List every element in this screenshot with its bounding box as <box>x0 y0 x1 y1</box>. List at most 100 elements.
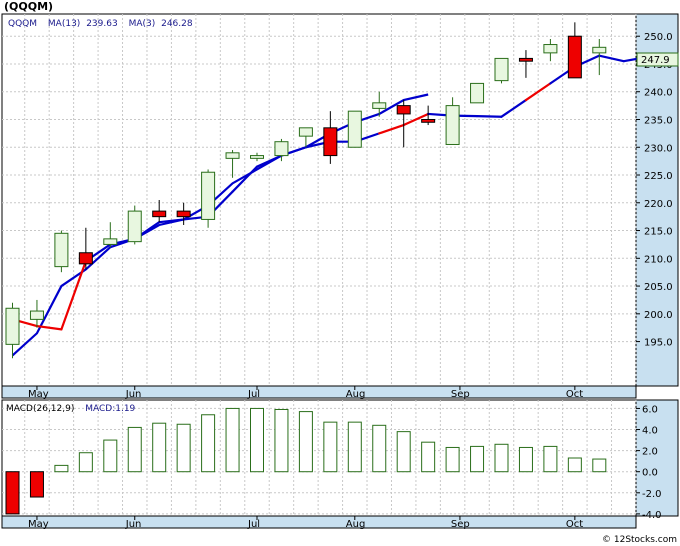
last-price-box <box>636 52 679 67</box>
price-month-band <box>1 385 637 399</box>
price-month-label: May <box>28 389 49 400</box>
macd-bar <box>347 421 362 473</box>
macd-legend: MACD(26,12,9) MACD:1.19 <box>6 404 136 414</box>
price-grid <box>2 14 637 386</box>
price-panel-frame <box>1 13 637 387</box>
macd-tick-label: 4.0 <box>642 426 658 437</box>
macd-bar <box>592 458 607 473</box>
price-tick-label: 240.0 <box>644 88 673 99</box>
macd-bar <box>543 445 558 473</box>
candle-body <box>421 118 436 123</box>
candle-body <box>445 105 460 145</box>
macd-bar <box>298 411 313 473</box>
candle-body <box>78 252 93 265</box>
macd-tick-label: 2.0 <box>642 447 658 458</box>
price-month-label: Jul <box>247 389 260 400</box>
price-tick-label: 210.0 <box>644 254 673 265</box>
macd-bar <box>29 471 44 498</box>
macd-tick-label: -2.0 <box>642 489 662 500</box>
macd-bar <box>396 431 411 473</box>
legend-ma13-label: MA(13) <box>48 19 80 29</box>
price-tick-label: 220.0 <box>644 199 673 210</box>
ma3-line-segment <box>524 82 552 102</box>
ma3-line-segment <box>598 54 625 63</box>
macd-bar <box>176 423 191 473</box>
price-month-label: Aug <box>346 389 366 400</box>
candle-body <box>543 44 558 54</box>
price-month-label: Oct <box>566 389 583 400</box>
legend-ma3-value: 246.28 <box>161 19 193 29</box>
price-tick-label: 200.0 <box>644 310 673 321</box>
macd-bar <box>274 408 289 473</box>
macd-month-label: Aug <box>346 519 366 530</box>
macd-bar <box>225 407 240 473</box>
candle-body <box>5 307 20 345</box>
price-tick-label: 205.0 <box>644 282 673 293</box>
ma3-line-segment <box>255 154 283 168</box>
candle-body <box>298 127 313 137</box>
price-tick-label: 195.0 <box>644 338 673 349</box>
candle-body <box>567 35 582 79</box>
candle-body <box>274 141 289 157</box>
price-tick-label: 235.0 <box>644 115 673 126</box>
macd-month-label: May <box>28 519 49 530</box>
candle-body <box>152 210 167 218</box>
price-tick-label: 215.0 <box>644 227 673 238</box>
price-legend: QQQM MA(13) 239.63 MA(3) 246.28 <box>8 19 193 29</box>
axis-labels: 250.0245.0240.0235.0230.0225.0220.0215.0… <box>28 32 673 530</box>
macd-bar <box>201 414 216 473</box>
candle-body <box>372 102 387 109</box>
macd-month-band <box>1 515 637 529</box>
price-tick-label: 250.0 <box>644 32 673 43</box>
last-price-label: 247.9 <box>641 55 670 66</box>
candle-body <box>470 82 485 104</box>
macd-bar <box>372 424 387 473</box>
ma3-line-segment <box>158 218 185 224</box>
candle-body <box>518 57 533 62</box>
macd-bar <box>445 446 460 473</box>
candle-body <box>592 46 607 54</box>
macd-month-label: Oct <box>566 519 583 530</box>
macd-bar <box>152 422 167 473</box>
macd-bar <box>103 439 118 473</box>
macd-panel-frame <box>1 399 637 517</box>
candle-body <box>127 210 142 243</box>
price-tick-label: 225.0 <box>644 171 673 182</box>
macd-bar <box>127 426 142 473</box>
legend-ma3-label: MA(3) <box>129 19 156 29</box>
candle-body <box>347 110 362 148</box>
macd-bar <box>494 443 509 473</box>
macd-bar <box>54 464 69 473</box>
candle-body <box>225 152 240 159</box>
ma3-line-segment <box>35 324 63 331</box>
macd-bar <box>421 441 436 473</box>
candle-body <box>176 210 191 218</box>
macd-bar <box>323 421 338 473</box>
macd-bar <box>78 452 93 473</box>
macd-marks <box>5 407 607 515</box>
price-marks <box>5 22 650 359</box>
macd-axis-band <box>635 399 679 517</box>
ma3-line-segment <box>60 259 87 331</box>
macd-bar <box>518 446 533 473</box>
price-month-label: Jun <box>125 389 142 400</box>
footer-credit: © 12Stocks.com <box>602 535 677 545</box>
ma3-line-segment <box>402 112 430 127</box>
chart-title: (QQQM) <box>4 0 53 13</box>
macd-month-label: Jul <box>247 519 260 530</box>
macd-legend-title: MACD(26,12,9) <box>6 404 74 414</box>
legend-symbol: QQQM <box>8 19 37 29</box>
macd-bar <box>470 445 485 473</box>
price-axis-band <box>635 13 679 387</box>
candle-body <box>54 232 69 268</box>
candle-body <box>323 127 338 157</box>
macd-bar <box>567 457 582 473</box>
macd-bar <box>5 471 20 515</box>
macd-tick-label: 0.0 <box>642 468 658 479</box>
ma3-line-segment <box>378 123 405 135</box>
macd-month-label: Sep <box>451 519 470 530</box>
macd-month-label: Jun <box>125 519 142 530</box>
macd-tick-label: -4.0 <box>642 510 662 521</box>
price-tick-label: 230.0 <box>644 143 673 154</box>
